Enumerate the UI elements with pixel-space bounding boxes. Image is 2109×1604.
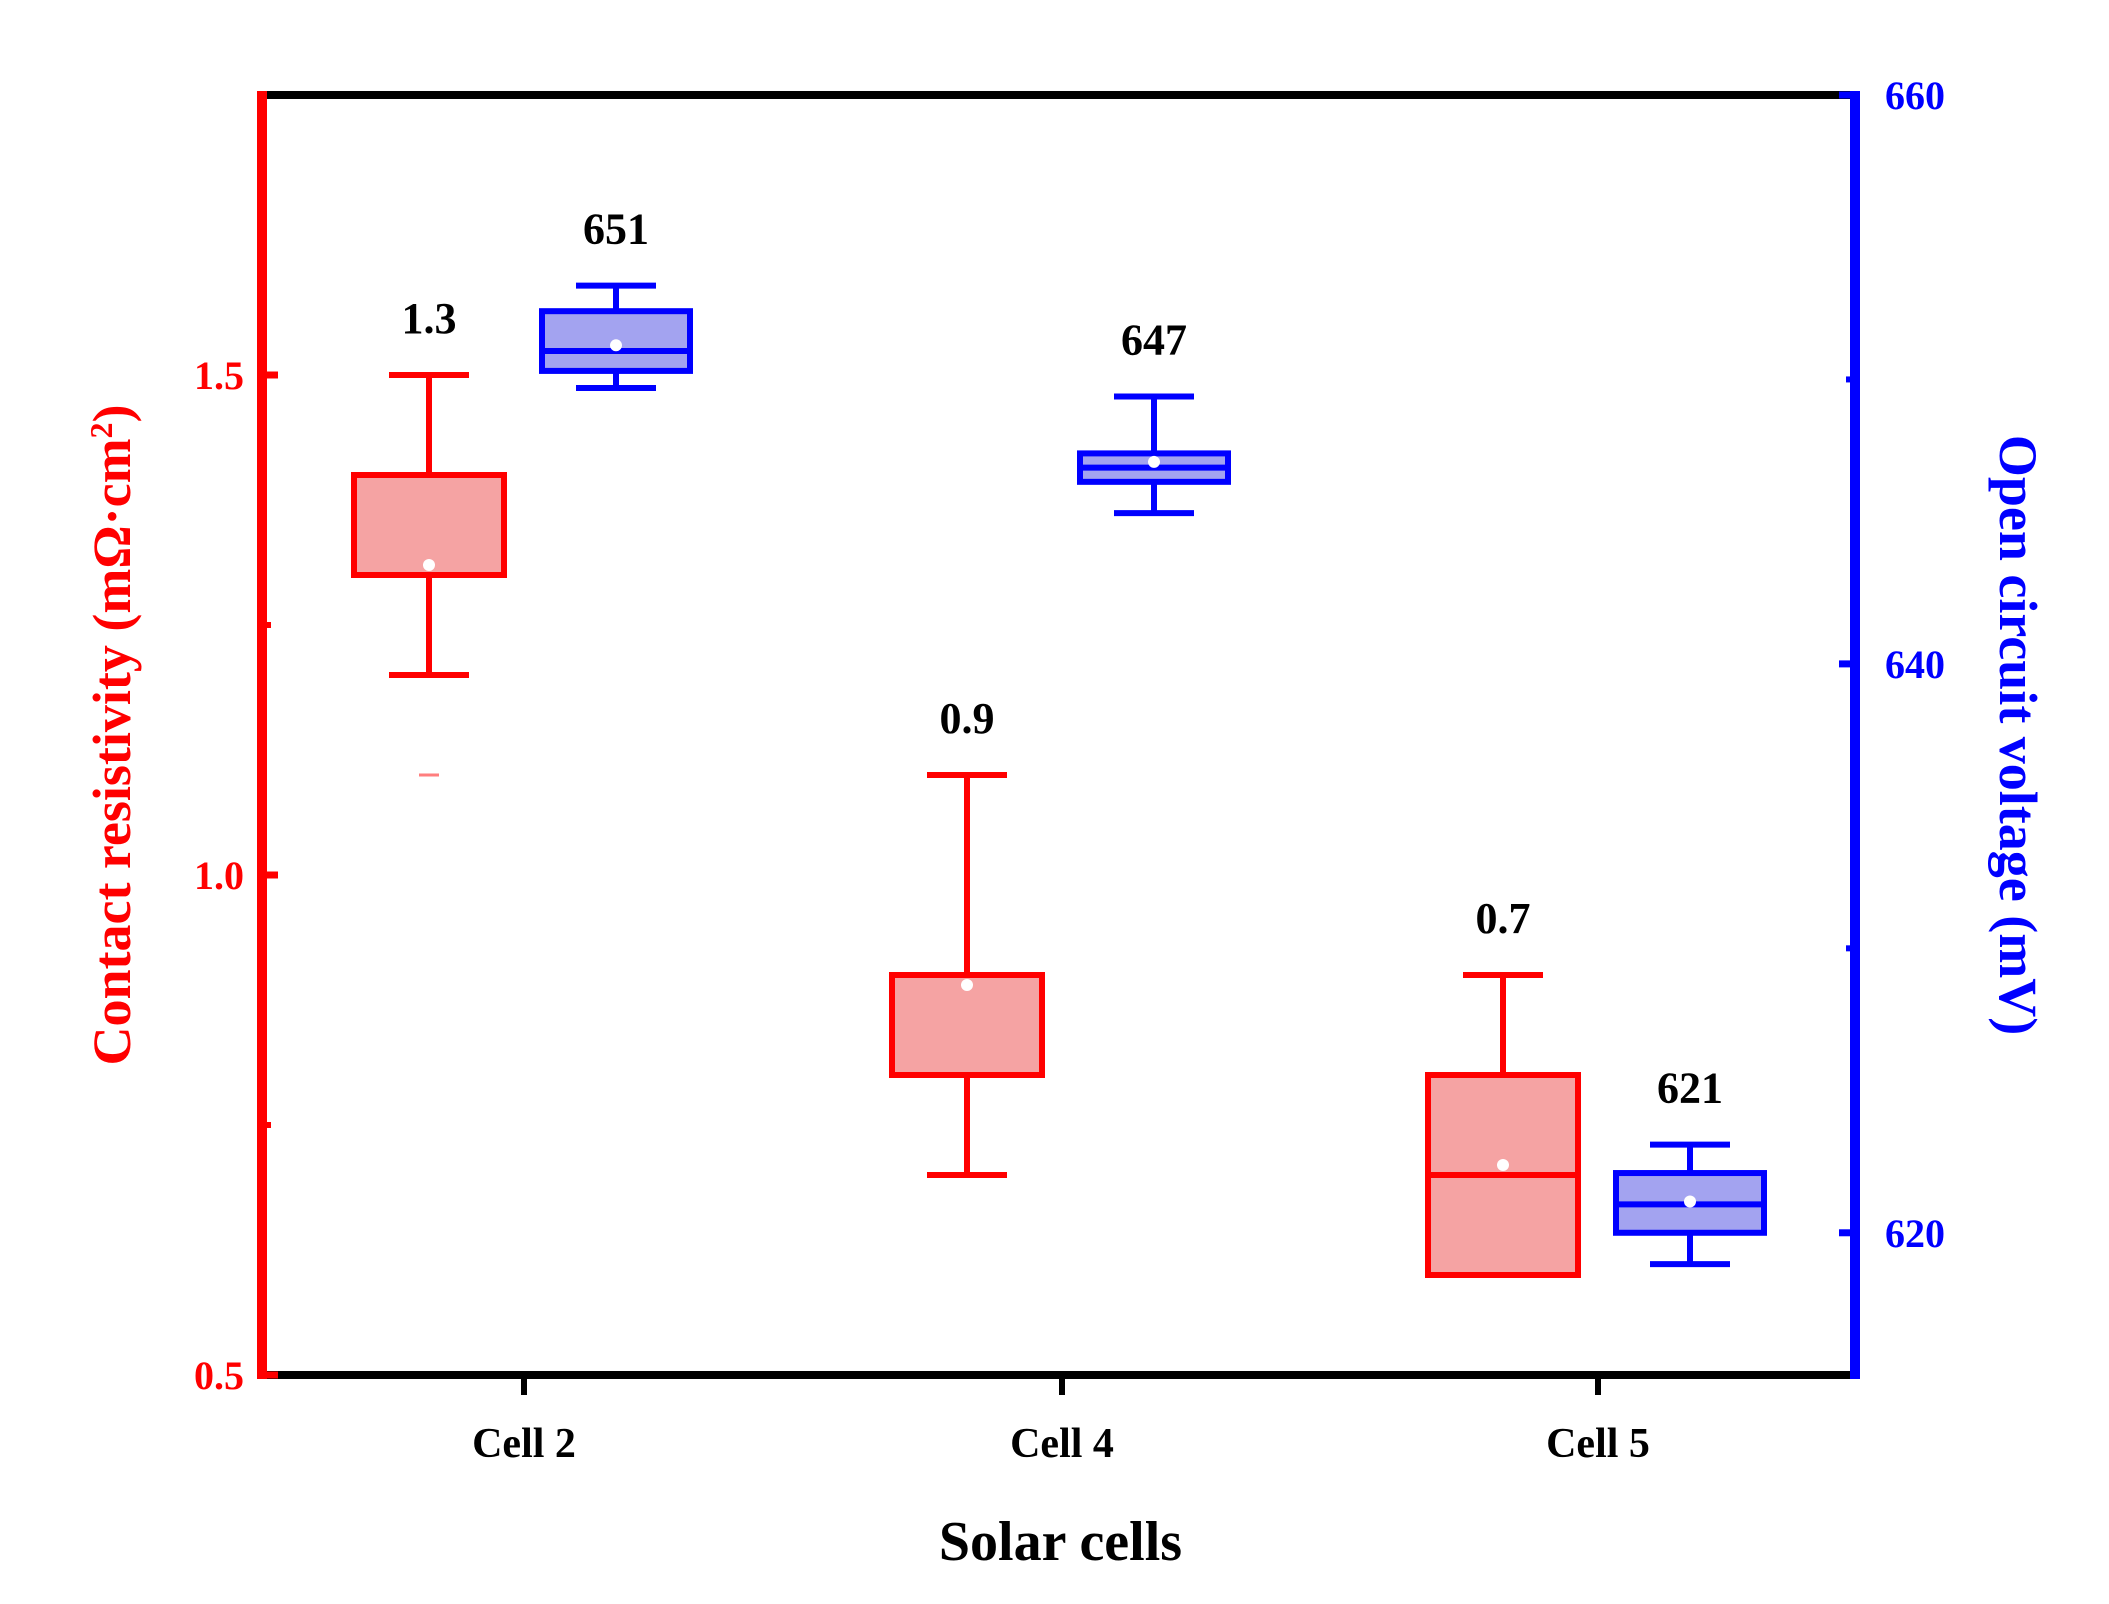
resistivity-mean-point xyxy=(961,979,973,991)
resistivity-value-label: 0.7 xyxy=(1476,894,1531,943)
resistivity-box xyxy=(351,472,507,578)
right-y-axis-title: Open circuit voltage (mV) xyxy=(1988,435,2048,1035)
resistivity-box-group: 1.3 xyxy=(351,294,507,777)
left-y-axis-title-main: Contact resistivity (mΩ·cm xyxy=(82,438,142,1065)
voltage-mean-point xyxy=(610,339,622,352)
left-axis-tick-label: 0.5 xyxy=(194,1353,244,1398)
voltage-value-label: 651 xyxy=(583,205,649,254)
resistivity-value-label: 0.9 xyxy=(940,694,995,743)
x-axis-title: Solar cells xyxy=(939,1511,1182,1573)
right-axis-tick-label: 640 xyxy=(1885,642,1945,687)
voltage-box-group: 647 xyxy=(1077,316,1231,517)
x-axis-category-label: Cell 5 xyxy=(1546,1421,1650,1467)
voltage-mean-point xyxy=(1684,1195,1696,1208)
left-y-axis-title: Contact resistivity (mΩ·cm2) xyxy=(82,404,142,1065)
voltage-box-group: 651 xyxy=(539,205,693,391)
voltage-box-group: 621 xyxy=(1613,1064,1767,1268)
right-axis-tick-label: 620 xyxy=(1885,1211,1945,1256)
voltage-value-label: 621 xyxy=(1657,1064,1723,1113)
chart-ticks: 0.5 1.0 1.5 620 640 660 Cell 2 Cell 4 Cell 5 xyxy=(194,73,1945,1467)
left-y-axis-title-superscript: 2 xyxy=(83,422,119,438)
chart-marks: 1.3 0.9 0.7 651 647 621 xyxy=(351,205,1767,1278)
left-axis-tick-label: 1.5 xyxy=(194,353,244,398)
right-axis-tick-label: 660 xyxy=(1885,73,1945,118)
resistivity-box-group: 0.9 xyxy=(889,694,1045,1178)
resistivity-value-label: 1.3 xyxy=(402,294,457,343)
x-axis-category-label: Cell 4 xyxy=(1010,1421,1114,1467)
voltage-value-label: 647 xyxy=(1121,316,1187,365)
voltage-mean-point xyxy=(1148,455,1160,468)
left-y-axis-title-close: ) xyxy=(82,404,142,422)
resistivity-mean-point xyxy=(423,559,435,571)
left-axis-tick-label: 1.0 xyxy=(194,853,244,898)
resistivity-box-group: 0.7 xyxy=(1425,894,1581,1278)
resistivity-mean-point xyxy=(1497,1159,1509,1171)
x-axis-category-label: Cell 2 xyxy=(472,1421,576,1467)
